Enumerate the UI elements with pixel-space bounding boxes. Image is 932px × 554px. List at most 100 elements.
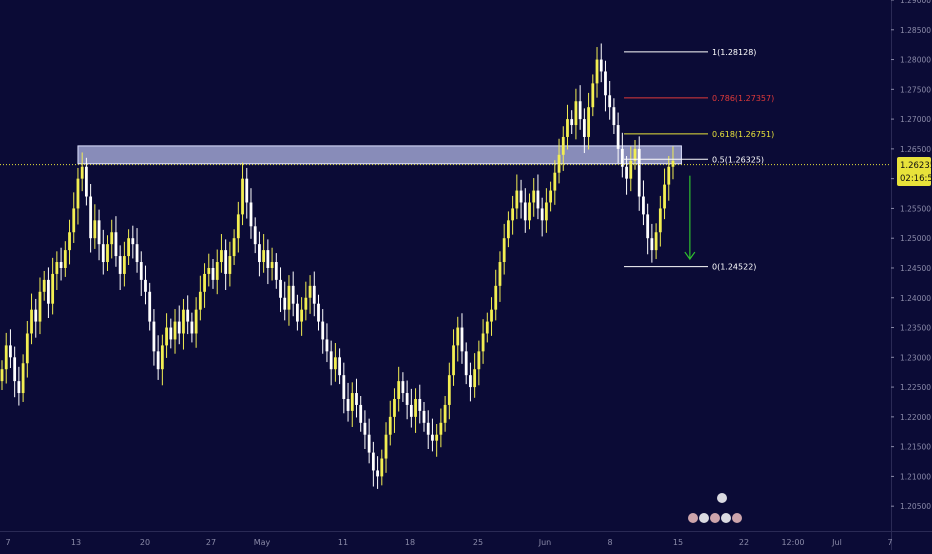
candle xyxy=(663,184,666,209)
candle xyxy=(342,375,346,399)
candle xyxy=(671,160,675,167)
logo-dot xyxy=(688,513,698,523)
x-tick-label: 22 xyxy=(739,538,749,547)
candle xyxy=(544,202,548,221)
candle xyxy=(439,422,443,435)
candle xyxy=(371,452,375,471)
countdown-label: 02:16:55 xyxy=(900,174,932,184)
current-price-label: 1.26235 xyxy=(900,161,932,171)
y-tick-label: 1.28000 xyxy=(900,56,931,65)
candle xyxy=(566,119,569,137)
candle xyxy=(51,273,55,304)
x-tick-label: 11 xyxy=(338,538,348,547)
y-tick-label: 1.22500 xyxy=(900,383,931,392)
candle xyxy=(363,422,367,435)
candle xyxy=(333,357,337,370)
candle xyxy=(220,250,223,263)
candle xyxy=(498,262,502,286)
candle xyxy=(469,375,472,388)
candle xyxy=(494,285,498,310)
candle xyxy=(165,327,168,346)
candle xyxy=(325,339,329,352)
candle xyxy=(388,416,392,435)
candle xyxy=(418,398,422,411)
x-tick-label: Jul xyxy=(831,538,842,547)
candle xyxy=(258,244,261,263)
candle xyxy=(477,351,481,370)
fibonacci-retracement[interactable]: 1(1.28128) 0.786(1.27357) 0.618(1.26751) 0.… xyxy=(624,48,774,272)
candle xyxy=(207,267,211,274)
y-tick-label: 1.27500 xyxy=(900,85,931,94)
candle xyxy=(72,208,76,233)
fib-level-label: 0.5(1.26325) xyxy=(712,155,764,164)
candle xyxy=(367,434,371,453)
candle xyxy=(317,303,320,322)
candle xyxy=(203,273,206,292)
candle xyxy=(528,202,531,221)
candle xyxy=(68,232,71,251)
candle xyxy=(224,250,228,274)
candle xyxy=(245,178,249,203)
resistance-zone[interactable] xyxy=(77,145,682,165)
candle xyxy=(114,232,118,257)
candle xyxy=(38,291,42,322)
candle xyxy=(194,309,198,334)
candle xyxy=(139,262,143,280)
candle xyxy=(287,285,291,310)
candle xyxy=(452,345,455,376)
candle xyxy=(110,232,114,245)
candle xyxy=(549,190,552,203)
broker-logo xyxy=(688,493,742,523)
candle xyxy=(76,178,80,209)
candle xyxy=(519,190,523,203)
candle xyxy=(101,244,105,263)
x-tick-label: May xyxy=(254,538,271,547)
candle xyxy=(532,190,536,203)
candle xyxy=(633,148,637,161)
candle xyxy=(55,262,59,274)
candle xyxy=(405,393,409,405)
candle xyxy=(21,363,25,394)
candle xyxy=(144,279,147,292)
x-tick-label: 13 xyxy=(71,538,81,547)
candle xyxy=(13,357,17,382)
candle xyxy=(553,172,557,191)
candle xyxy=(646,214,650,239)
candle xyxy=(9,345,12,358)
y-tick-label: 1.28500 xyxy=(900,26,931,35)
x-tick-label: 25 xyxy=(473,538,483,547)
price-axis[interactable]: 1.20500 1.21000 1.21500 1.22000 1.22500 1.230… xyxy=(891,0,931,511)
candle xyxy=(308,285,312,298)
candle xyxy=(591,83,595,108)
candle xyxy=(507,220,510,239)
candle xyxy=(148,291,152,322)
x-tick-label: Jun xyxy=(538,538,552,547)
candle xyxy=(122,256,126,274)
candle xyxy=(612,107,616,126)
candle xyxy=(574,101,578,126)
fib-level-label: 0.618(1.26751) xyxy=(712,130,774,139)
candle xyxy=(582,119,586,137)
candle xyxy=(642,196,645,215)
candle xyxy=(422,410,426,423)
time-axis[interactable]: 7 13 20 27 May 11 18 25 Jun 8 15 22 12:00 Jul 7 xyxy=(5,538,892,547)
candle xyxy=(490,309,493,322)
candle xyxy=(262,250,266,263)
candle xyxy=(321,321,325,340)
candle xyxy=(380,458,384,477)
candle xyxy=(236,214,240,239)
candle xyxy=(401,381,405,394)
candle xyxy=(177,321,181,334)
candle xyxy=(304,297,308,310)
candle xyxy=(329,351,333,370)
x-tick-label: 18 xyxy=(405,538,415,547)
candle xyxy=(346,398,350,411)
candle xyxy=(80,166,84,179)
candle xyxy=(443,404,447,423)
candle xyxy=(397,381,401,399)
candle xyxy=(608,95,612,108)
y-tick-label: 1.21500 xyxy=(900,443,931,452)
candle xyxy=(481,333,485,352)
